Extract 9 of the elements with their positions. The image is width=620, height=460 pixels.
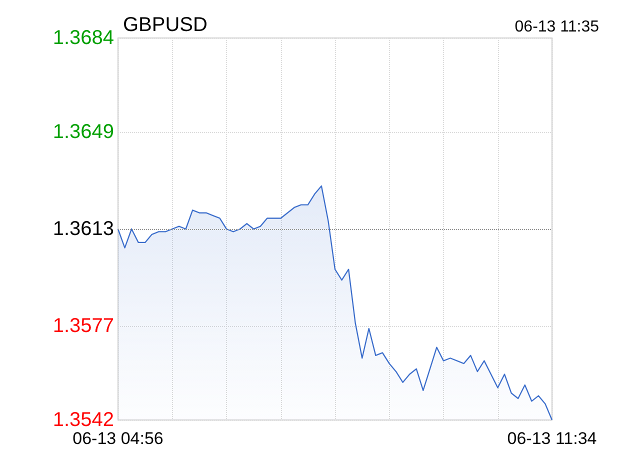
chart-title: GBPUSD [123,14,208,36]
y-tick-label: 1.3542 [52,409,114,431]
y-tick-label: 1.3577 [52,314,114,337]
y-tick-label: 1.3613 [52,218,114,240]
y-tick-label: 1.3684 [52,27,114,49]
x-tick-label: 06-13 04:56 [72,429,164,448]
chart-subtitle: 06-13 11:35 [514,18,600,36]
y-tick-label: 1.3649 [52,121,114,144]
x-tick-label: 06-13 11:34 [507,429,597,448]
